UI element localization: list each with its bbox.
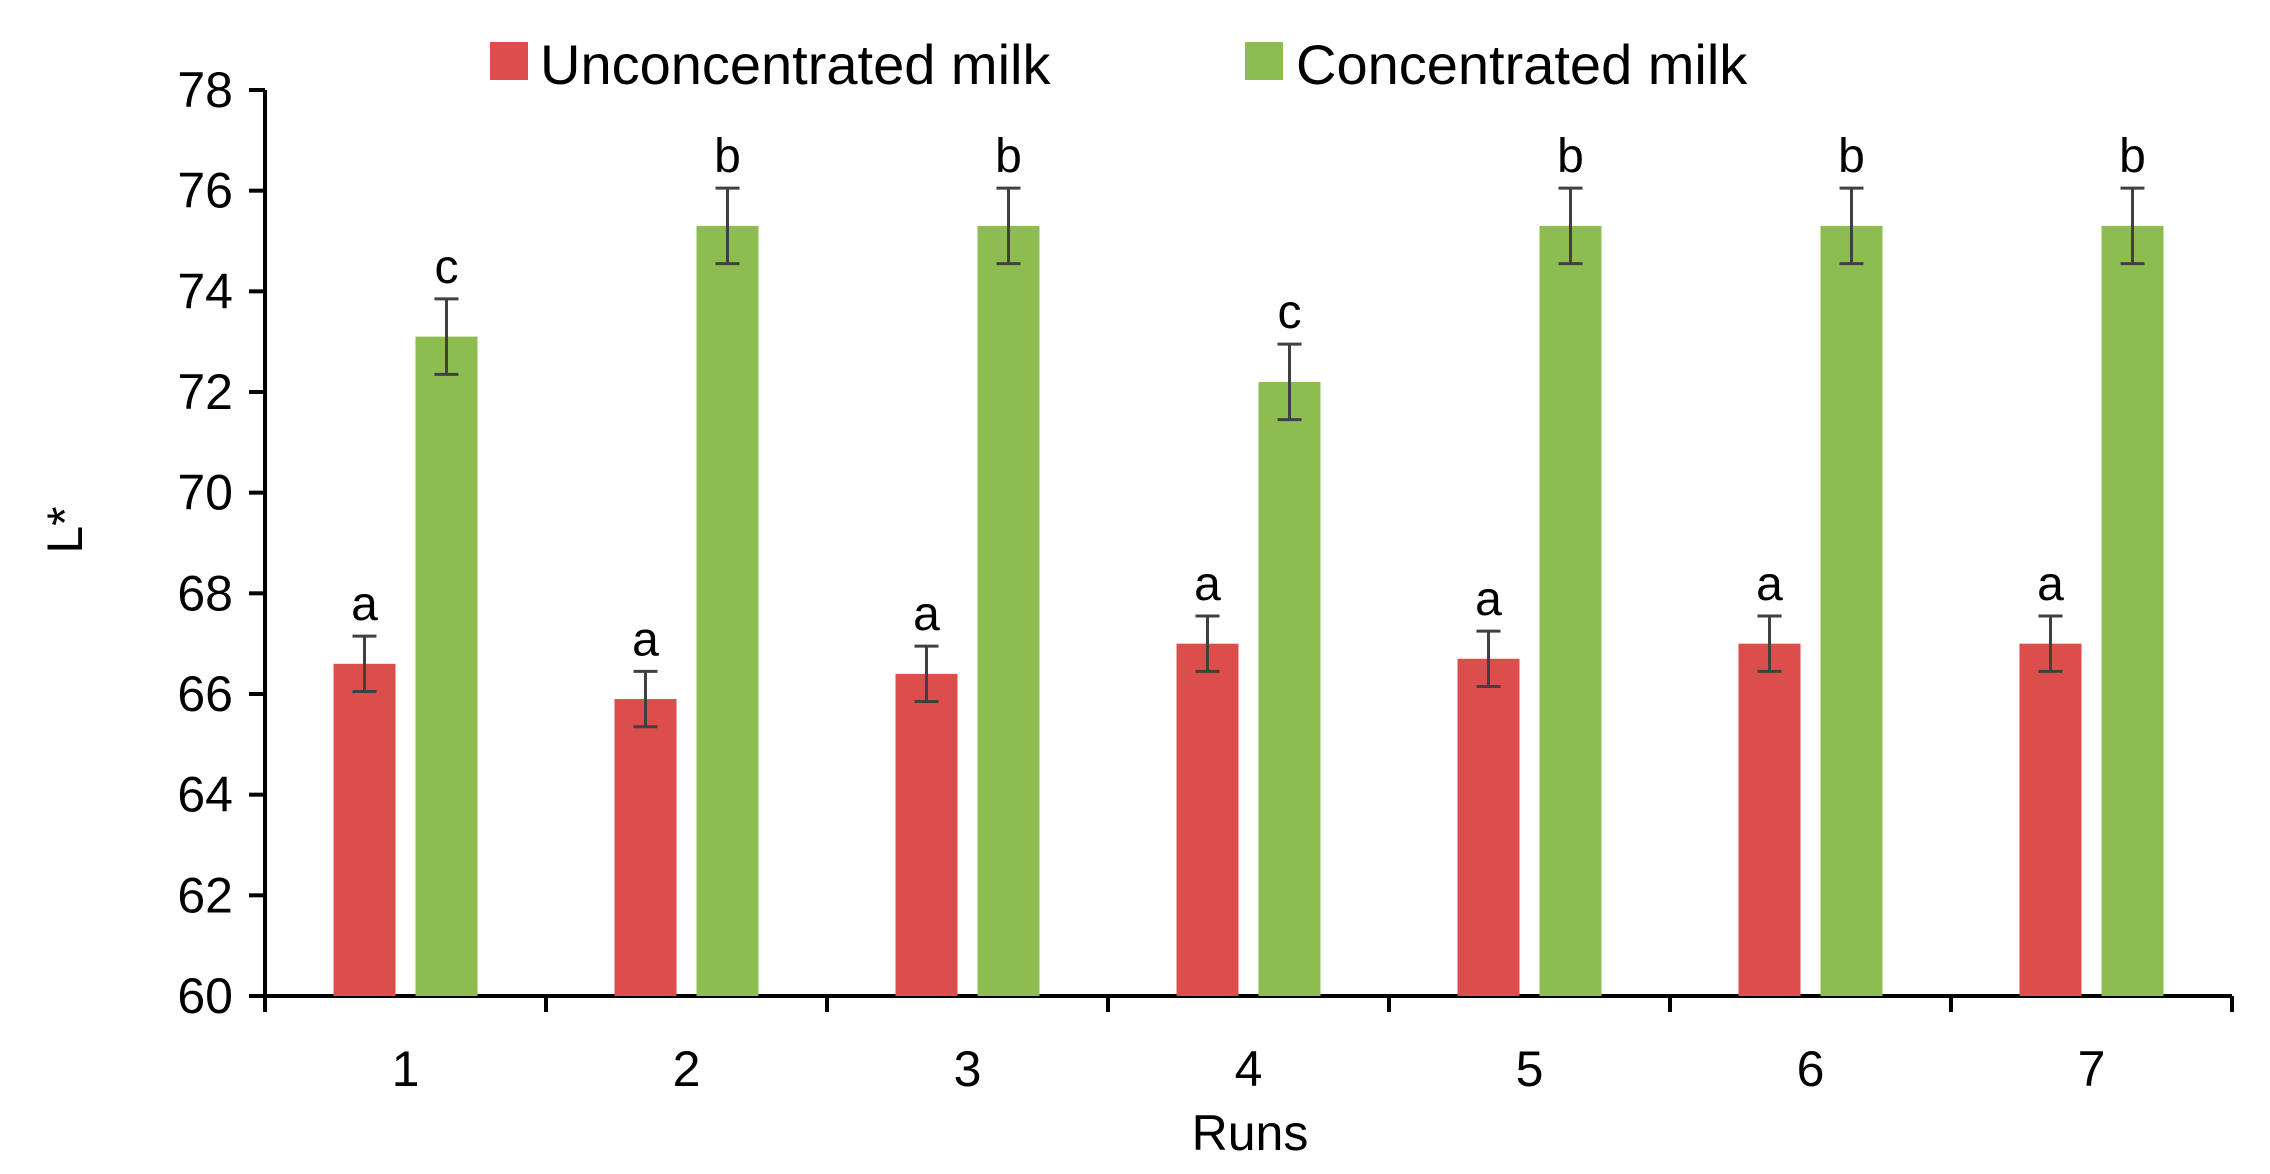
significance-label: c bbox=[1278, 286, 1302, 339]
bar bbox=[1539, 225, 1602, 996]
significance-label: a bbox=[913, 588, 940, 641]
significance-label: b bbox=[2119, 130, 2146, 183]
y-tick-label: 72 bbox=[177, 364, 233, 420]
y-tick-label: 66 bbox=[177, 666, 233, 722]
significance-label: a bbox=[632, 613, 659, 666]
bar bbox=[614, 699, 677, 996]
bar bbox=[696, 225, 759, 996]
y-tick-label: 62 bbox=[177, 867, 233, 923]
significance-label: b bbox=[714, 130, 741, 183]
plot-area: 60 62 64 66 68 70 72 74 76 78 1 2 3 4 5 6 7 a a a a a a a c b b c b b… bbox=[177, 62, 2234, 1097]
x-axis-title: Runs bbox=[1192, 1105, 1309, 1161]
significance-label: a bbox=[1475, 573, 1502, 626]
legend-label-concentrated: Concentrated milk bbox=[1296, 33, 1748, 96]
bar bbox=[1738, 643, 1801, 996]
legend-swatch-unconcentrated bbox=[490, 42, 528, 80]
x-tick-label: 3 bbox=[954, 1041, 982, 1097]
bar bbox=[2019, 643, 2082, 996]
significance-label: a bbox=[2037, 558, 2064, 611]
legend: Unconcentrated milk Concentrated milk bbox=[490, 33, 1748, 96]
y-axis-title: L* bbox=[37, 506, 93, 553]
legend-swatch-concentrated bbox=[1245, 42, 1283, 80]
x-tick-label: 2 bbox=[673, 1041, 701, 1097]
bar bbox=[333, 663, 396, 996]
significance-label: b bbox=[995, 130, 1022, 183]
y-tick-label: 78 bbox=[177, 62, 233, 118]
legend-label-unconcentrated: Unconcentrated milk bbox=[540, 33, 1051, 96]
y-tick-label: 74 bbox=[177, 263, 233, 319]
y-tick-label: 60 bbox=[177, 968, 233, 1024]
significance-label: c bbox=[435, 241, 459, 294]
x-tick-label: 6 bbox=[1797, 1041, 1825, 1097]
y-tick-label: 70 bbox=[177, 465, 233, 521]
y-tick-label: 64 bbox=[177, 767, 233, 823]
y-tick-label: 68 bbox=[177, 565, 233, 621]
x-tick-label: 1 bbox=[392, 1041, 420, 1097]
significance-label: b bbox=[1557, 130, 1584, 183]
x-tick-label: 5 bbox=[1516, 1041, 1544, 1097]
bar bbox=[1176, 643, 1239, 996]
bar bbox=[1820, 225, 1883, 996]
bar bbox=[2101, 225, 2164, 996]
significance-label: a bbox=[1194, 558, 1221, 611]
significance-label: b bbox=[1838, 130, 1865, 183]
y-tick-label: 76 bbox=[177, 163, 233, 219]
bar bbox=[977, 225, 1040, 996]
x-tick-label: 7 bbox=[2078, 1041, 2106, 1097]
x-tick-label: 4 bbox=[1235, 1041, 1263, 1097]
bar bbox=[895, 673, 958, 996]
bar bbox=[1258, 381, 1321, 996]
significance-label: a bbox=[351, 578, 378, 631]
bar bbox=[415, 336, 478, 997]
significance-label: a bbox=[1756, 558, 1783, 611]
bar bbox=[1457, 658, 1520, 996]
